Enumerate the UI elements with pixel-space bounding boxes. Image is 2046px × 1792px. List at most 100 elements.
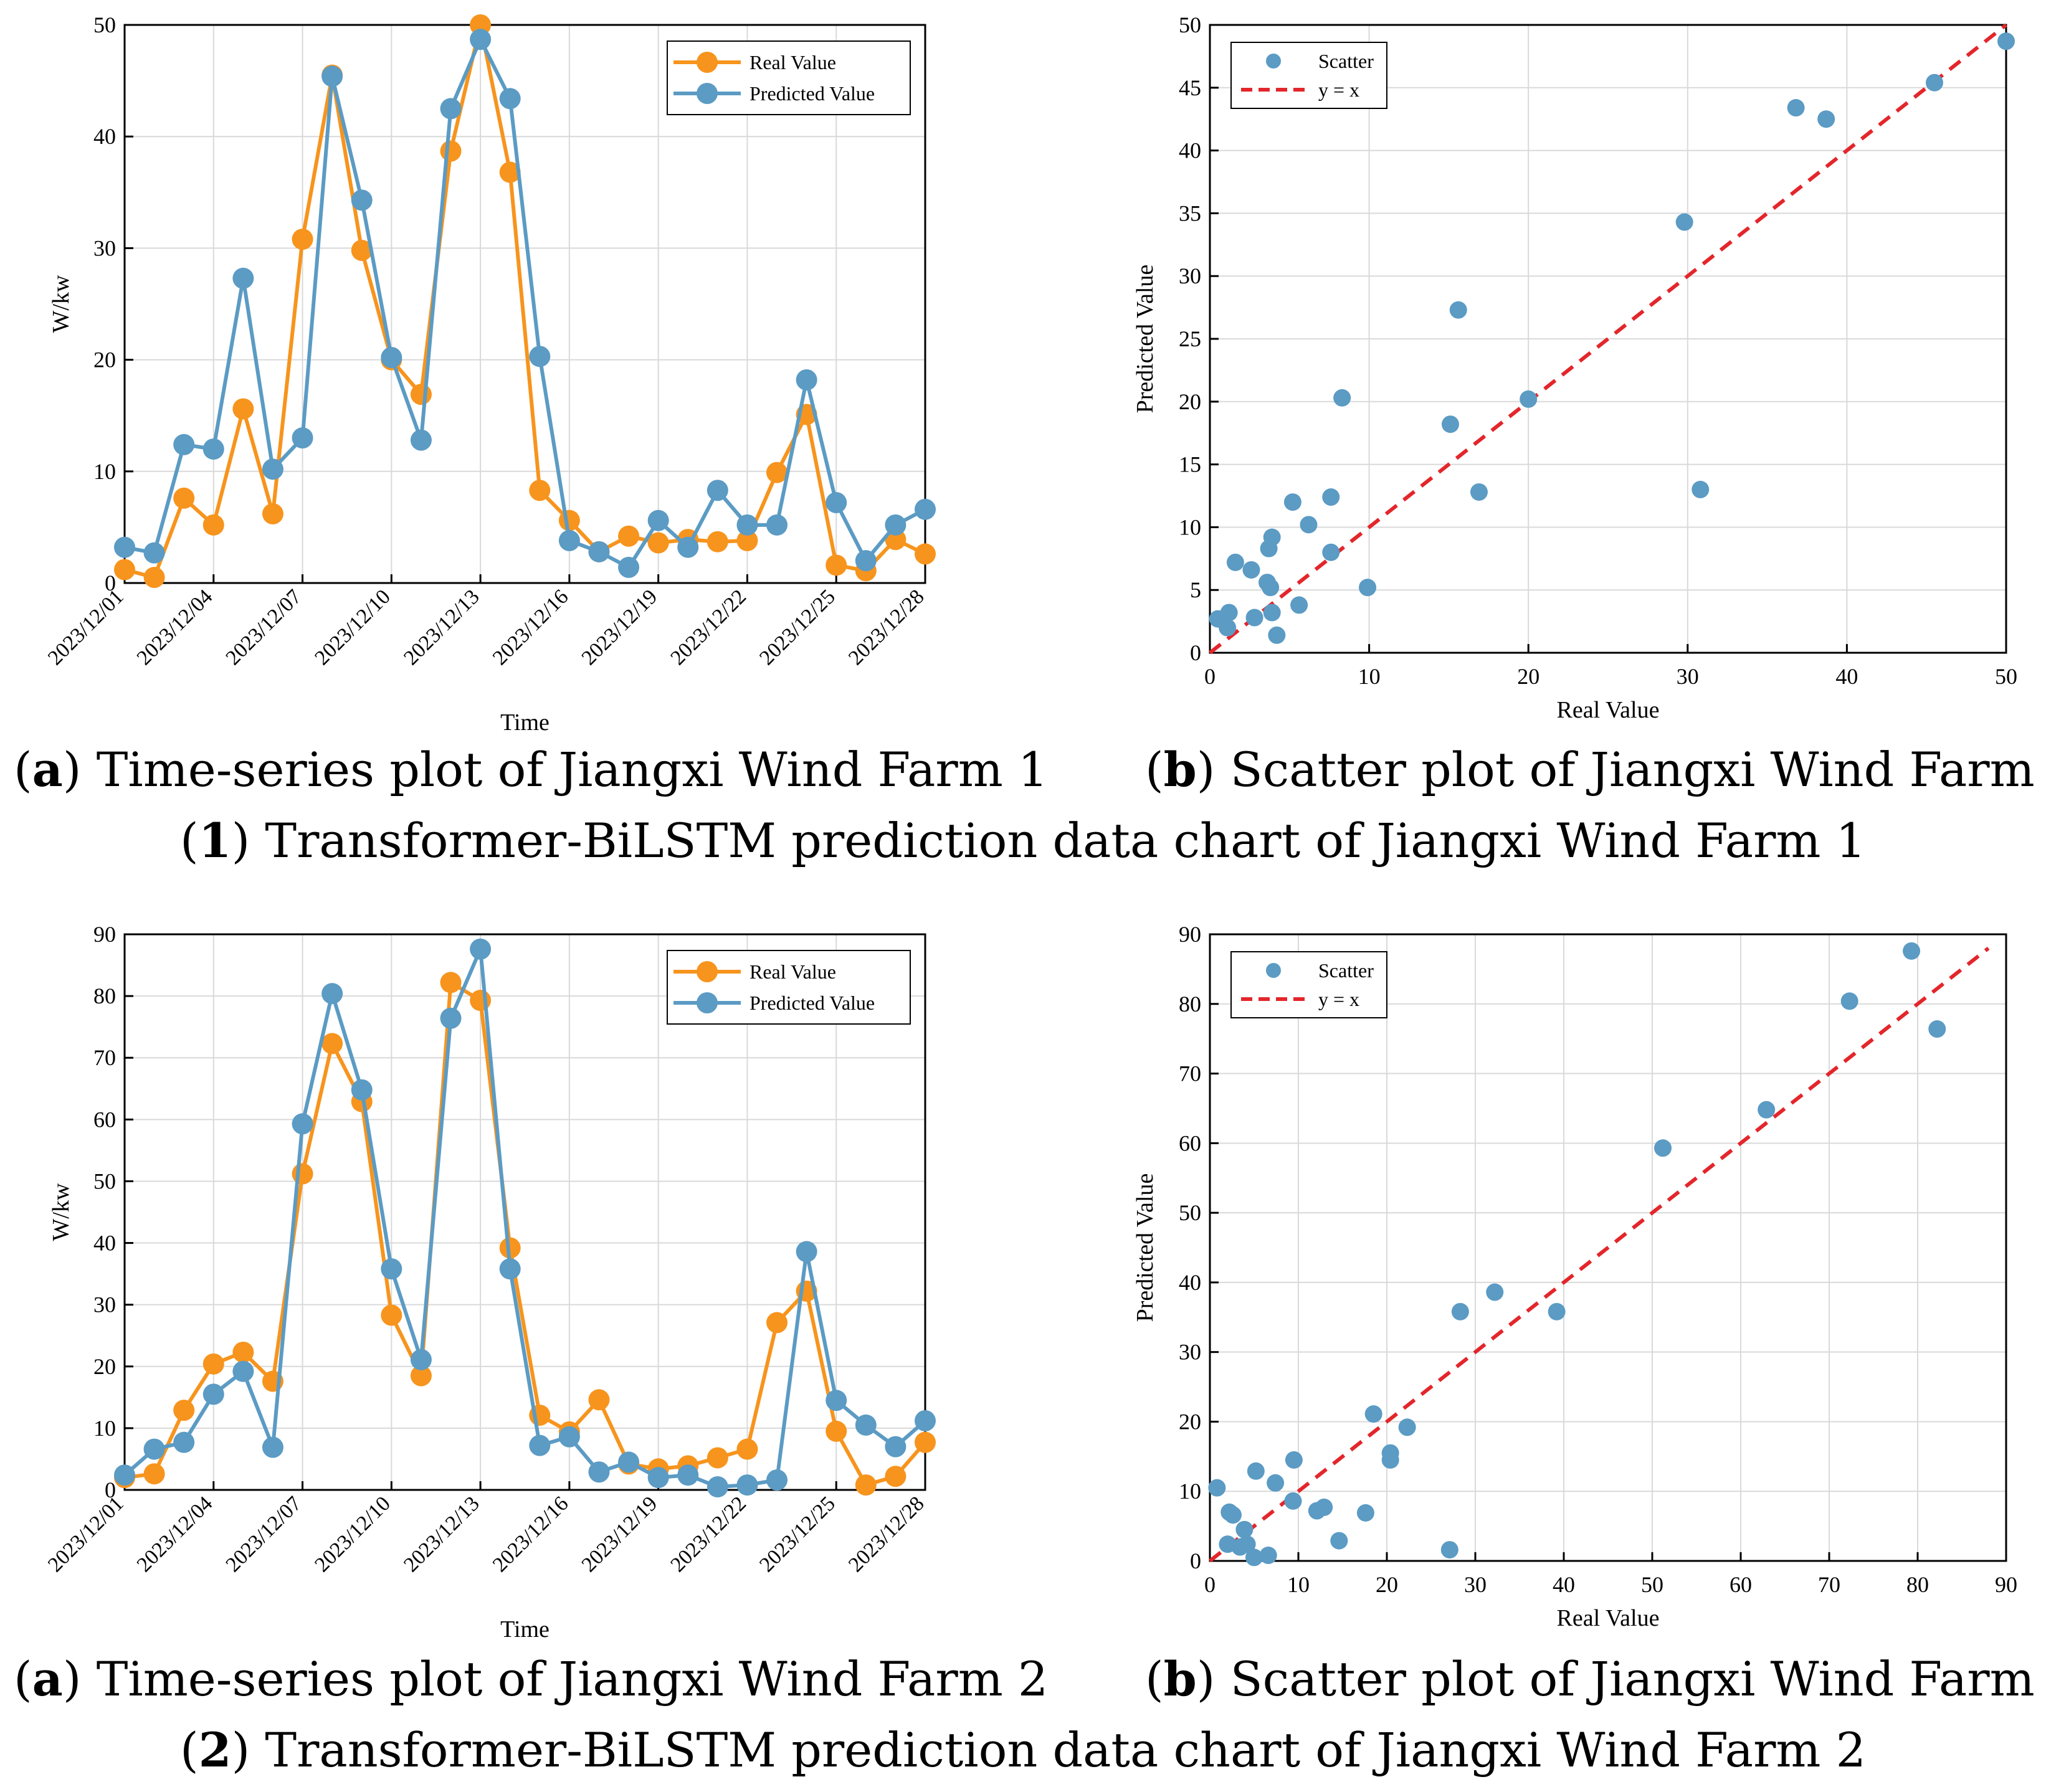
y-tick-label: 60 xyxy=(93,1107,116,1132)
legend-label: Predicted Value xyxy=(749,82,875,105)
scatter-point xyxy=(1840,992,1858,1010)
scatter-point xyxy=(1283,493,1301,511)
y-tick-label: 35 xyxy=(1179,201,1201,225)
y-tick-label: 20 xyxy=(1179,389,1201,414)
y-tick-label: 20 xyxy=(1179,1409,1201,1434)
scatter-point xyxy=(1245,609,1263,627)
y-tick-label: 10 xyxy=(1179,514,1201,539)
scatter-point xyxy=(1285,1451,1303,1469)
data-point-predicted xyxy=(885,514,906,536)
scatter-point xyxy=(1451,1302,1469,1320)
scatter-point xyxy=(1235,1520,1254,1538)
scatter-chart-wind-farm-1: 0 5 10 15 20 25 30 35 40 45 50 0 10 20 30 40 50 Real Valu… xyxy=(1132,12,2017,723)
x-tick-label: 50 xyxy=(1995,664,2017,689)
y-tick-label: 80 xyxy=(93,984,116,1008)
data-point-predicted xyxy=(677,536,699,558)
legend-label: Real Value xyxy=(749,51,836,73)
x-tick-label: 2023/12/13 xyxy=(399,585,484,670)
series-line-predicted xyxy=(123,948,926,1489)
legend-marker xyxy=(697,52,718,73)
data-point-predicted xyxy=(440,1007,462,1029)
data-point-predicted xyxy=(766,1469,788,1491)
data-point-real xyxy=(499,1237,521,1259)
data-point-real xyxy=(321,1033,343,1055)
y-tick-label: 20 xyxy=(93,348,116,372)
x-axis-label: Time xyxy=(500,1616,550,1643)
data-point-real xyxy=(381,1304,402,1326)
x-tick-label: 2023/12/04 xyxy=(133,1492,217,1576)
y-tick-label: 15 xyxy=(1179,452,1201,477)
data-point-predicted xyxy=(736,514,758,536)
caption-scatter-2: (b) Scatter plot of Jiangxi Wind Farm 2 xyxy=(1145,1651,2046,1707)
data-point-real xyxy=(470,14,492,36)
y-tick-label: 50 xyxy=(93,1169,116,1193)
legend-marker xyxy=(697,961,718,982)
data-point-real xyxy=(618,525,640,547)
scatter-point xyxy=(1330,1532,1348,1550)
data-point-predicted xyxy=(647,510,669,531)
y-tick-label: 70 xyxy=(1179,1061,1201,1086)
data-point-predicted xyxy=(855,1414,877,1436)
scatter-point xyxy=(1486,1283,1504,1301)
data-point-predicted xyxy=(796,1241,817,1263)
data-point-real xyxy=(826,554,847,576)
plot-frame xyxy=(123,933,926,1491)
data-point-predicted xyxy=(351,1079,373,1101)
data-point-predicted xyxy=(292,1113,313,1135)
scatter-point xyxy=(1322,488,1340,506)
data-point-predicted xyxy=(292,427,313,449)
y-tick-label: 80 xyxy=(1179,992,1201,1017)
data-point-real xyxy=(558,510,580,531)
data-point-predicted xyxy=(232,267,254,289)
time-series-chart-wind-farm-1: 0 10 20 30 40 50 2023/12/01 2023/12/04 2023/12/0… xyxy=(44,12,936,736)
diagonal-line-y-equals-x xyxy=(1209,946,1990,1563)
y-tick-label: 0 xyxy=(1190,1548,1201,1573)
data-point-real xyxy=(736,1438,758,1460)
data-point-real xyxy=(647,532,669,554)
caption-time-series-1: (a) Time-series plot of Jiangxi Wind Far… xyxy=(14,742,1048,797)
data-point-real xyxy=(292,1163,313,1185)
data-point-real xyxy=(707,531,728,552)
scatter-point xyxy=(1262,579,1280,597)
scatter-point xyxy=(1263,604,1281,622)
data-point-predicted xyxy=(885,1436,906,1458)
data-point-predicted xyxy=(321,65,343,87)
scatter-point xyxy=(1322,543,1340,561)
y-tick-label: 90 xyxy=(93,922,116,947)
data-point-real xyxy=(292,229,313,250)
x-tick-label: 50 xyxy=(1641,1572,1663,1597)
x-tick-label: 30 xyxy=(1464,1572,1487,1597)
x-tick-label: 2023/12/19 xyxy=(578,1492,662,1576)
y-tick-label: 30 xyxy=(1179,263,1201,288)
data-point-real xyxy=(440,140,462,162)
x-tick-label: 20 xyxy=(1517,664,1539,689)
x-tick-label: 2023/12/16 xyxy=(488,1492,573,1576)
data-point-predicted xyxy=(143,1438,165,1460)
scatter-point xyxy=(1263,528,1281,546)
data-point-real xyxy=(588,1389,610,1411)
data-point-real xyxy=(232,398,254,420)
scatter-point xyxy=(1903,942,1921,960)
data-point-predicted xyxy=(647,1467,669,1489)
scatter-point xyxy=(1470,483,1488,501)
scatter-point xyxy=(1245,1548,1263,1567)
y-tick-label: 30 xyxy=(93,1292,116,1317)
data-point-predicted xyxy=(677,1464,699,1486)
scatter-point xyxy=(1787,99,1805,117)
x-tick-label: 40 xyxy=(1553,1572,1575,1597)
y-tick-label: 50 xyxy=(93,12,116,37)
data-point-real xyxy=(766,462,788,483)
data-point-predicted xyxy=(202,1383,224,1405)
y-tick-label: 50 xyxy=(1179,12,1201,37)
scatter-point xyxy=(1381,1451,1399,1469)
scatter-point xyxy=(1356,1504,1374,1522)
scatter-point xyxy=(1226,553,1244,571)
x-tick-label: 2023/12/01 xyxy=(44,1492,128,1576)
data-point-predicted xyxy=(410,1349,432,1370)
x-tick-label: 2023/12/07 xyxy=(222,585,307,670)
y-tick-label: 60 xyxy=(1179,1131,1201,1155)
data-point-real xyxy=(262,503,283,524)
x-tick-label: 2023/12/28 xyxy=(844,1492,929,1576)
x-tick-label: 60 xyxy=(1730,1572,1752,1597)
scatter-point xyxy=(1247,1462,1265,1480)
